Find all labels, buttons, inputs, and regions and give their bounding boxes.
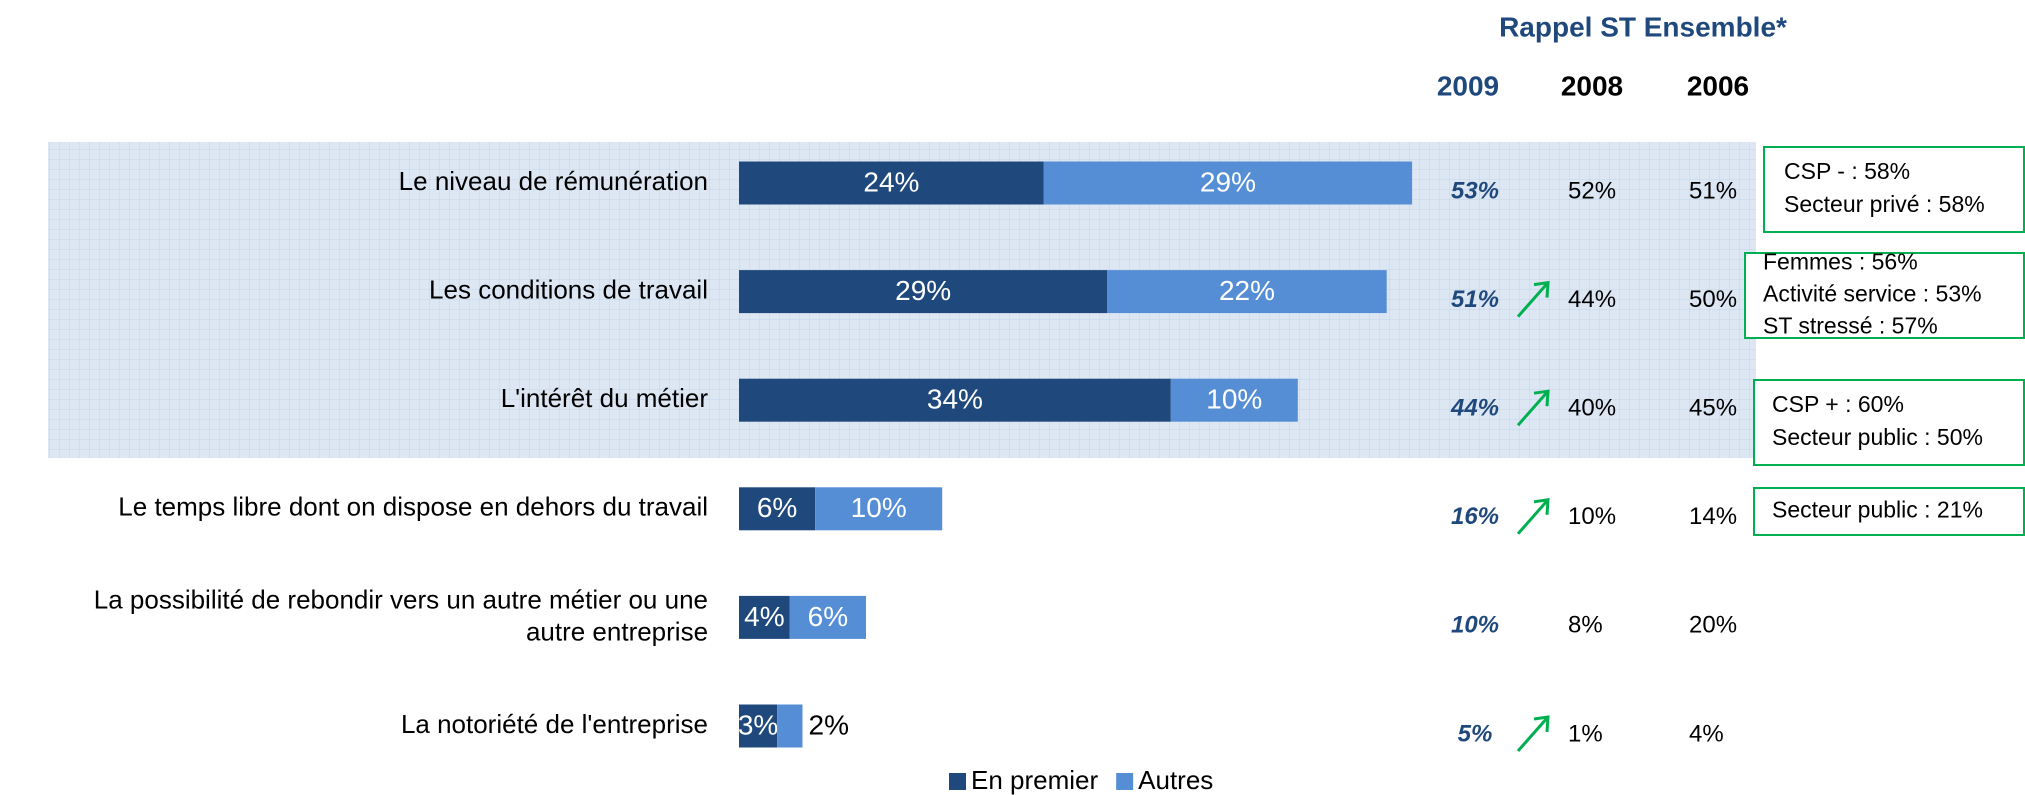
- trend-arrow: [1516, 390, 1550, 427]
- bar-segment: [1170, 378, 1298, 422]
- bar-segment: [1043, 161, 1413, 205]
- trend-arrow: [1516, 716, 1550, 752]
- value-label: 6%: [757, 492, 797, 523]
- recall-value: 45%: [1689, 395, 1737, 422]
- bar-segment: [739, 595, 790, 639]
- value-label: 22%: [1219, 275, 1275, 306]
- year-header: 2006: [1687, 70, 1749, 101]
- value-label: 10%: [1206, 384, 1262, 415]
- recall-2009: 44%: [1450, 395, 1499, 422]
- recall-value: 51%: [1689, 177, 1737, 204]
- recall-2009: 53%: [1451, 177, 1499, 204]
- bar-segment: [739, 378, 1171, 422]
- value-label: 24%: [863, 166, 919, 197]
- trend-arrow-head: [1533, 498, 1550, 515]
- legend-label: Autres: [1138, 765, 1213, 795]
- legend-swatch: [949, 773, 966, 790]
- recall-value: 50%: [1689, 286, 1737, 313]
- note-line: Activité service : 53%: [1763, 281, 1982, 307]
- value-label: 29%: [895, 275, 951, 306]
- legend-swatch: [1116, 773, 1134, 790]
- recall-value: 4%: [1689, 720, 1724, 747]
- trend-arrow: [1516, 281, 1550, 318]
- value-label: 34%: [927, 384, 983, 415]
- bar-segment: [739, 487, 816, 531]
- note-line: Secteur privé : 58%: [1784, 191, 1985, 217]
- note-line: CSP - : 58%: [1784, 158, 1910, 184]
- trend-arrow-head: [1533, 280, 1550, 298]
- recall-value: 10%: [1568, 503, 1616, 530]
- recall-value: 52%: [1568, 177, 1616, 204]
- bar-segment: [739, 270, 1108, 314]
- note-line: CSP + : 60%: [1772, 391, 1904, 417]
- trend-arrow-head: [1533, 389, 1550, 407]
- category-label: Les conditions de travail: [429, 274, 708, 304]
- value-label: 3%: [738, 709, 778, 740]
- note-box: [1763, 146, 2025, 233]
- note-line: Femmes : 56%: [1763, 249, 1918, 275]
- legend-label: En premier: [971, 765, 1098, 795]
- note-line: Secteur public : 50%: [1772, 424, 1983, 450]
- category-line: La possibilité de rebondir vers un autre…: [94, 584, 708, 614]
- category-label: Le temps libre dont on dispose en dehors…: [118, 492, 708, 522]
- recall-value: 44%: [1568, 286, 1616, 313]
- note-line: ST stressé : 57%: [1763, 313, 1938, 339]
- bar-segment: [815, 487, 943, 531]
- recall-2009: 16%: [1451, 503, 1499, 530]
- note-line: Secteur public : 21%: [1772, 497, 1983, 523]
- bar-segment: [739, 161, 1044, 205]
- note-box: [1744, 252, 2025, 339]
- bar-segment: [777, 704, 803, 748]
- value-label: 2%: [809, 709, 849, 740]
- note-box: [1753, 487, 2025, 536]
- recall-2009: 51%: [1451, 286, 1499, 313]
- year-header: 2009: [1437, 70, 1499, 101]
- category-label: L'intérêt du métier: [501, 383, 709, 413]
- recall-2009: 5%: [1458, 720, 1493, 747]
- value-label: 10%: [851, 492, 907, 523]
- recall-2009: 10%: [1451, 612, 1499, 639]
- recall-title: Rappel ST Ensemble*: [1499, 11, 1787, 42]
- bar-segment: [739, 704, 778, 748]
- recall-value: 8%: [1568, 612, 1603, 639]
- recall-value: 40%: [1568, 395, 1616, 422]
- category-label: La notoriété de l'entreprise: [401, 709, 708, 739]
- trend-arrow: [1516, 498, 1550, 535]
- category-line: autre entreprise: [526, 616, 708, 646]
- trend-arrow-head: [1533, 715, 1550, 733]
- value-label: 6%: [808, 601, 848, 632]
- recall-value: 20%: [1689, 612, 1737, 639]
- recall-value: 1%: [1568, 720, 1603, 747]
- recall-value: 14%: [1689, 503, 1737, 530]
- bar-segment: [1107, 270, 1387, 314]
- value-label: 29%: [1200, 166, 1256, 197]
- category-label: La possibilité de rebondir vers un autre…: [94, 584, 708, 646]
- bar-segment: [789, 595, 866, 639]
- category-label: Le niveau de rémunération: [399, 166, 708, 196]
- note-box: [1753, 379, 2025, 466]
- year-header: 2008: [1561, 70, 1623, 101]
- value-label: 4%: [744, 601, 784, 632]
